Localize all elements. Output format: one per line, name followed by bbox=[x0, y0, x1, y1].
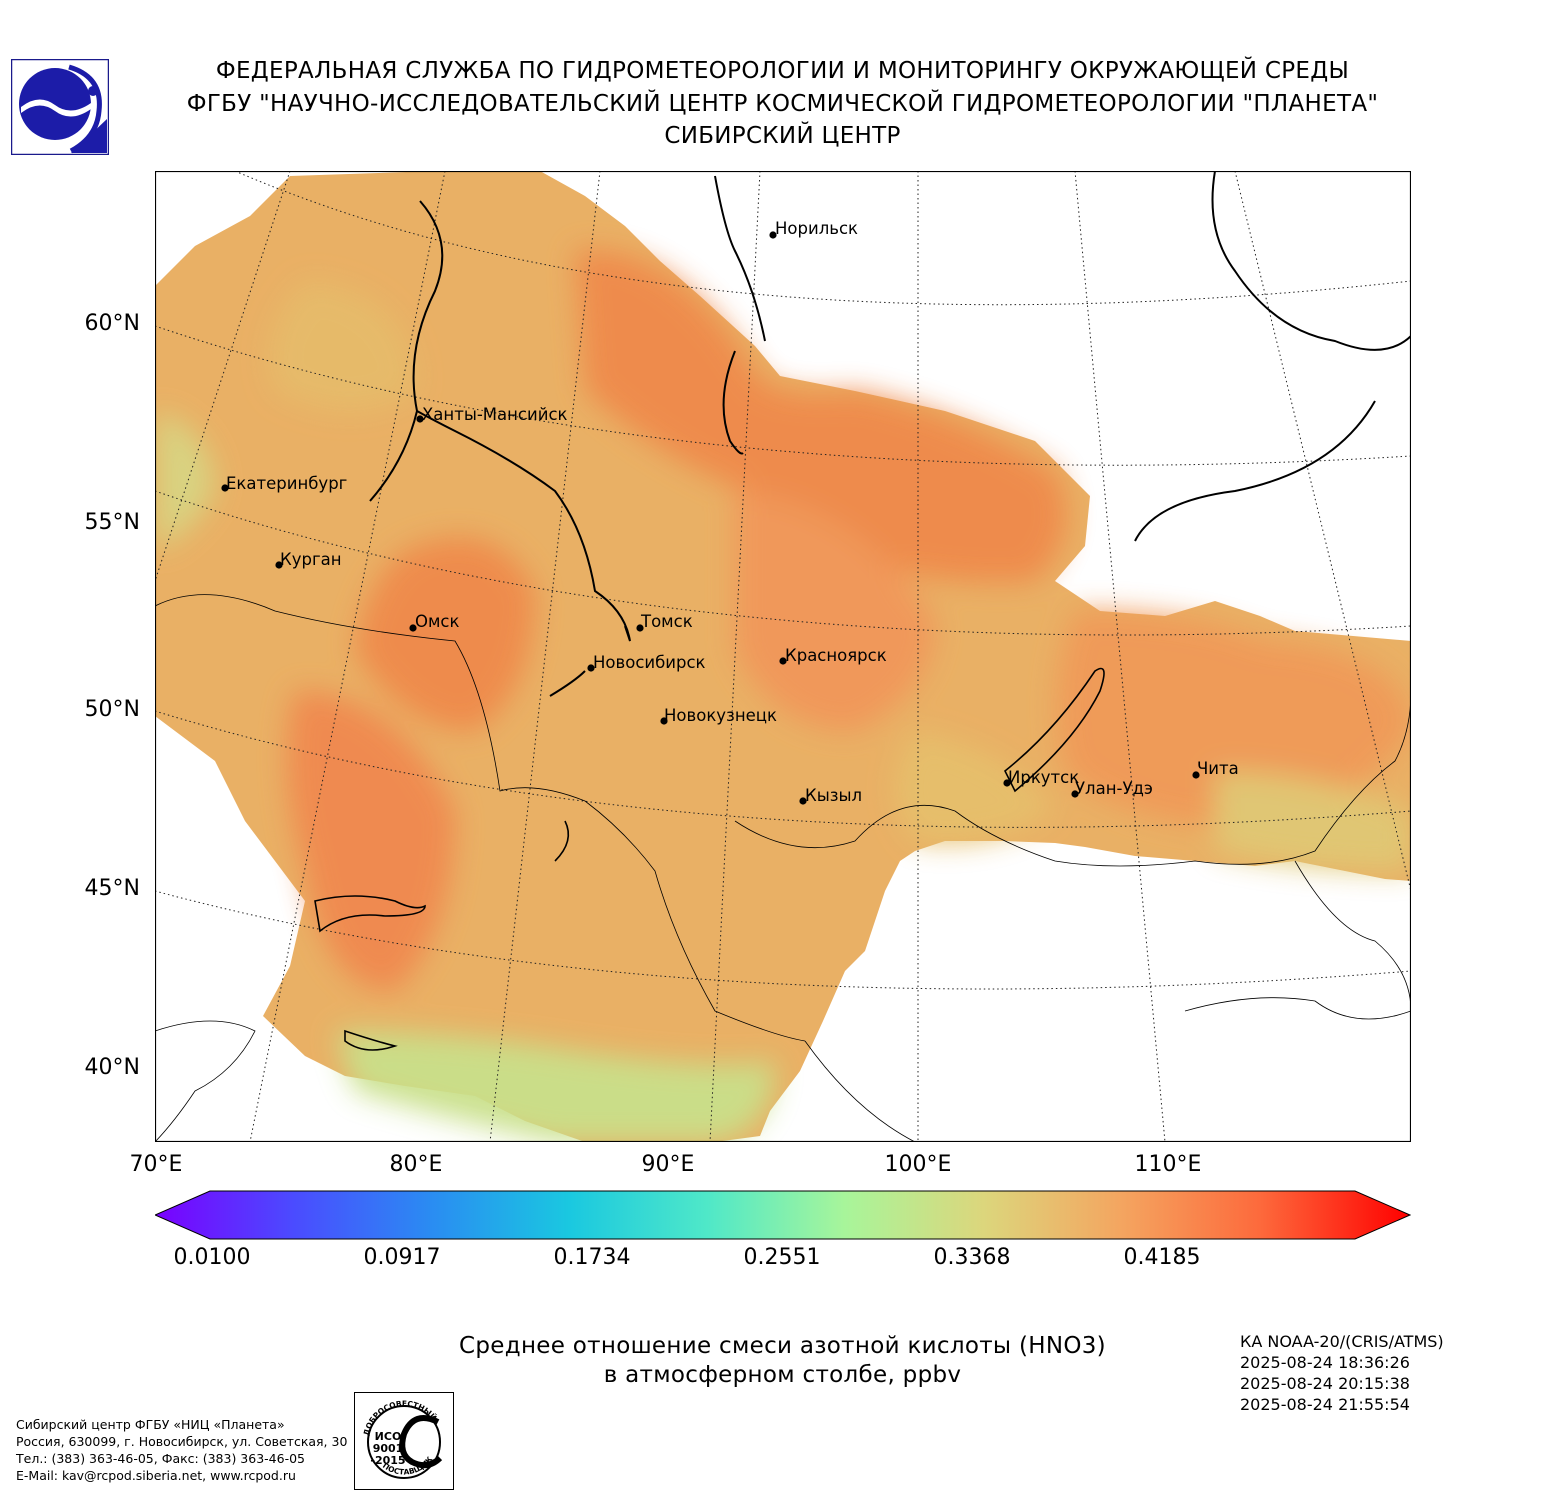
lat-label-45: 45°N bbox=[84, 876, 140, 901]
lon-label-110: 110°E bbox=[1134, 1152, 1202, 1177]
lon-label-100: 100°E bbox=[884, 1152, 952, 1177]
colorbar-tick-5: 0.4185 bbox=[1123, 1245, 1201, 1270]
satellite-time-3: 2025-08-24 21:55:54 bbox=[1240, 1395, 1410, 1414]
city-tomsk: Томск bbox=[640, 612, 693, 631]
lat-label-50: 50°N bbox=[84, 697, 140, 722]
city-novokuznetsk: Новокузнецк bbox=[664, 706, 777, 725]
city-omsk: Омск bbox=[415, 612, 460, 631]
colorbar-tick-2: 0.1734 bbox=[553, 1245, 631, 1270]
footer-phone: Тел.: (383) 363-46-05, Факс: (383) 363-4… bbox=[16, 1451, 306, 1466]
colorbar bbox=[155, 1190, 1411, 1240]
lat-label-40: 40°N bbox=[84, 1055, 140, 1080]
satellite-name: КА NOAA-20/(CRIS/ATMS) bbox=[1240, 1332, 1444, 1351]
map-area: Норильск Ханты-Мансийск Екатеринбург Кур… bbox=[155, 171, 1411, 1142]
iso-certification-badge: ДОБРОСОВЕСТНЫЙ ПОСТАВЩИК ИСО 9001 -2015 bbox=[354, 1392, 454, 1490]
city-khanty-mansiysk: Ханты-Мансийск bbox=[422, 405, 568, 424]
city-kurgan: Курган bbox=[280, 550, 342, 569]
colorbar-tick-1: 0.0917 bbox=[363, 1245, 441, 1270]
colorbar-tick-3: 0.2551 bbox=[743, 1245, 821, 1270]
planeta-logo bbox=[11, 59, 109, 155]
iso-badge-line3: -2015 bbox=[370, 1454, 405, 1467]
header-agency: ФЕДЕРАЛЬНАЯ СЛУЖБА ПО ГИДРОМЕТЕОРОЛОГИИ … bbox=[215, 58, 1350, 84]
iso-badge-line1: ИСО bbox=[375, 1430, 402, 1443]
city-novosibirsk: Новосибирск bbox=[593, 653, 706, 672]
lat-label-60: 60°N bbox=[84, 311, 140, 336]
header-center: СИБИРСКИЙ ЦЕНТР bbox=[664, 123, 901, 149]
lon-label-90: 90°E bbox=[641, 1152, 695, 1177]
lat-label-55: 55°N bbox=[84, 510, 140, 535]
satellite-time-2: 2025-08-24 20:15:38 bbox=[1240, 1374, 1410, 1393]
lon-label-70: 70°E bbox=[129, 1152, 183, 1177]
city-chita: Чита bbox=[1197, 759, 1239, 778]
city-ulan-ude: Улан-Удэ bbox=[1075, 779, 1153, 798]
city-irkutsk: Иркутск bbox=[1008, 768, 1079, 787]
city-krasnoyarsk: Красноярск bbox=[785, 646, 887, 665]
product-title-line1: Среднее отношение смеси азотной кислоты … bbox=[459, 1333, 1106, 1359]
colorbar-tick-0: 0.0100 bbox=[173, 1245, 251, 1270]
city-norilsk: Норильск bbox=[775, 219, 858, 238]
footer-email: E-Mail: kav@rcpod.siberia.net, www.rcpod… bbox=[16, 1468, 296, 1483]
satellite-time-1: 2025-08-24 18:36:26 bbox=[1240, 1353, 1410, 1372]
footer-address: Россия, 630099, г. Новосибирск, ул. Сове… bbox=[16, 1434, 348, 1449]
city-markers bbox=[221, 231, 1200, 805]
product-title-line2: в атмосферном столбе, ppbv bbox=[603, 1362, 962, 1388]
iso-badge-line2: 9001 bbox=[373, 1442, 404, 1455]
header-institute: ФГБУ "НАУЧНО-ИССЛЕДОВАТЕЛЬСКИЙ ЦЕНТР КОС… bbox=[186, 91, 1379, 117]
city-ekaterinburg: Екатеринбург bbox=[226, 474, 347, 493]
footer-org: Сибирский центр ФГБУ «НИЦ «Планета» bbox=[16, 1417, 285, 1432]
lon-label-80: 80°E bbox=[389, 1152, 443, 1177]
city-kyzyl: Кызыл bbox=[805, 786, 862, 805]
colorbar-tick-4: 0.3368 bbox=[933, 1245, 1011, 1270]
